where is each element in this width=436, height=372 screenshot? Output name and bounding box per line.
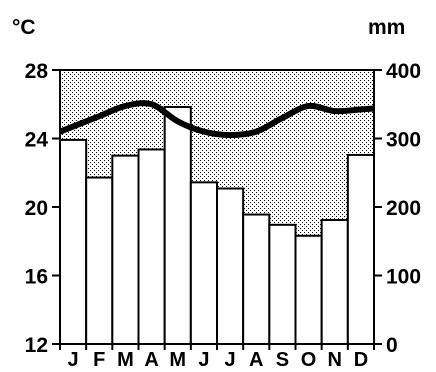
temperature-line: [58, 100, 375, 139]
month-label: F: [93, 349, 105, 371]
month-label: M: [169, 349, 186, 371]
left-tick-label: 12: [25, 334, 48, 357]
precip-bar-6: [189, 181, 218, 345]
month-label: O: [301, 349, 317, 371]
month-label: J: [225, 349, 236, 371]
precip-bar-8: [242, 213, 271, 345]
temperature-point-4: [151, 103, 153, 105]
temperature-point-6: [203, 131, 205, 133]
precip-bar-3: [111, 154, 140, 345]
month-label: A: [144, 349, 158, 371]
temperature-point-8: [255, 131, 257, 133]
month-label: N: [328, 349, 342, 371]
right-tick-label: 400: [386, 60, 421, 83]
precip-bar-4: [137, 148, 166, 345]
month-label: J: [68, 349, 79, 371]
month-label: S: [276, 349, 289, 371]
precip-bar-5: [163, 105, 192, 345]
left-tick-label: 16: [25, 266, 48, 289]
right-tick-label: 300: [386, 129, 421, 152]
temperature-point-9: [281, 117, 283, 119]
right-axis-unit: mm: [368, 16, 405, 39]
temperature-point-7: [229, 134, 231, 136]
temperature-point-12: [360, 108, 362, 110]
temperature-point-1: [72, 126, 74, 128]
left-axis-unit: °C: [12, 16, 36, 39]
temperature-point-3: [124, 105, 126, 107]
month-label: M: [117, 349, 134, 371]
left-tick-label: 24: [25, 129, 49, 152]
precip-bar-9: [268, 223, 297, 345]
precip-bar-7: [216, 187, 245, 345]
left-tick-label: 20: [25, 197, 48, 220]
right-tick-label: 0: [386, 334, 398, 357]
precip-bar-11: [320, 219, 349, 345]
month-label: J: [198, 349, 209, 371]
month-label: D: [354, 349, 368, 371]
right-tick-label: 200: [386, 197, 421, 220]
temperature-series: [58, 100, 375, 139]
precip-bar-2: [85, 176, 114, 345]
temperature-point-5: [177, 120, 179, 122]
month-label: A: [249, 349, 263, 371]
temperature-point-10: [308, 105, 310, 107]
precip-bar-10: [294, 234, 323, 346]
temperature-point-11: [334, 110, 336, 112]
left-tick-label: 28: [25, 60, 49, 83]
temperature-point-2: [98, 115, 100, 117]
precip-bar-1: [59, 138, 88, 345]
right-tick-label: 100: [386, 266, 421, 289]
precipitation-bars: [59, 105, 376, 346]
precip-bar-12: [346, 153, 376, 345]
